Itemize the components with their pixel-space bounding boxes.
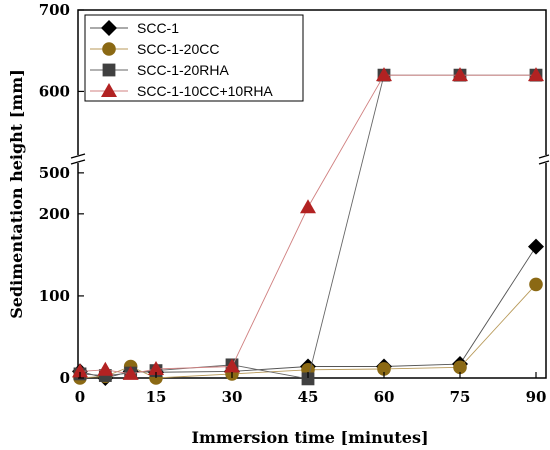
legend-label: SCC-1-20CC	[137, 41, 219, 57]
legend-item: SCC-1	[90, 20, 179, 36]
data-point	[301, 372, 315, 386]
y-tick-label: 700	[39, 1, 70, 19]
data-point	[377, 362, 391, 376]
legend-items: SCC-1 SCC-1-20CC SCC-1-20RHA SCC-1-10CC+10R…	[90, 20, 273, 99]
y-tick-label: 600	[39, 82, 70, 100]
legend-marker	[102, 63, 116, 77]
data-point	[72, 363, 88, 378]
series-layer	[72, 67, 544, 386]
x-tick-label: 0	[75, 388, 85, 406]
legend-item: SCC-1-10CC+10RHA	[90, 83, 273, 99]
data-point	[122, 365, 139, 380]
x-tick-label: 45	[298, 388, 319, 406]
x-tick-label: 90	[526, 388, 547, 406]
y-tick-label: 200	[39, 205, 70, 223]
legend-item: SCC-1-20RHA	[90, 62, 229, 78]
data-point	[453, 360, 467, 375]
y-axis-ticks: 0 100 200 500 600 700	[39, 1, 84, 387]
x-axis-ticks: 0 15 30 45 60 75 90	[75, 372, 547, 406]
x-tick-label: 60	[374, 388, 395, 406]
legend-item: SCC-1-20CC	[90, 41, 219, 57]
legend-marker	[101, 20, 117, 36]
data-point	[529, 277, 543, 292]
legend-marker	[102, 42, 116, 56]
data-point	[376, 67, 392, 82]
x-axis-label: Immersion time [minutes]	[191, 428, 428, 447]
x-tick-label: 15	[146, 388, 167, 406]
data-point	[528, 67, 544, 82]
y-axis-break-right	[538, 154, 550, 165]
data-point	[452, 67, 468, 82]
y-axis-break-left	[70, 153, 86, 165]
data-point	[97, 361, 114, 376]
legend-box	[84, 14, 304, 102]
x-tick-label: 30	[222, 388, 243, 406]
data-point	[224, 358, 240, 373]
y-tick-label: 500	[39, 164, 70, 182]
data-point	[528, 238, 544, 255]
data-point	[300, 199, 316, 214]
y-axis-label: Sedimentation height [mm]	[7, 69, 26, 319]
series-4	[72, 67, 544, 380]
data-point	[148, 360, 164, 375]
legend: SCC-1 SCC-1-20CC SCC-1-20RHA SCC-1-10CC+10R…	[84, 14, 304, 102]
y-tick-label: 0	[60, 369, 70, 387]
legend-label: SCC-1-20RHA	[137, 62, 229, 78]
legend-label: SCC-1-10CC+10RHA	[137, 83, 273, 99]
legend-label: SCC-1	[137, 20, 179, 36]
x-tick-label: 75	[450, 388, 471, 406]
legend-marker	[101, 83, 117, 97]
y-tick-label: 100	[39, 287, 70, 305]
